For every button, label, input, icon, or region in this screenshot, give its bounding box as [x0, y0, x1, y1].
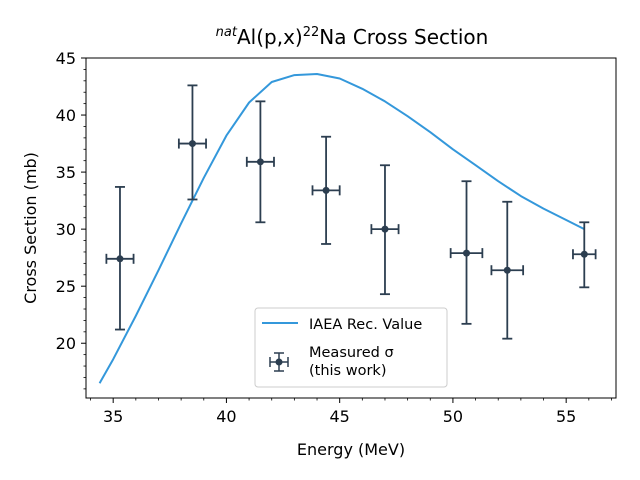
- data-marker: [580, 250, 588, 258]
- x-axis-label: Energy (MeV): [297, 440, 405, 459]
- data-marker: [188, 140, 196, 148]
- data-marker: [116, 255, 124, 263]
- x-tick-label: 45: [329, 407, 349, 426]
- x-tick-label: 55: [556, 407, 576, 426]
- legend-box: [254, 307, 448, 388]
- legend: IAEA Rec. Value Measured σ (this work): [254, 307, 448, 388]
- legend-label-measured: Measured σ (this work): [309, 345, 398, 379]
- measured-point: [105, 186, 135, 331]
- axis-ticks: 35 40 45 50 55 20 25 30 35 40 45: [56, 49, 612, 426]
- measured-point: [572, 221, 597, 289]
- data-marker: [381, 225, 389, 233]
- legend-errorbar-swatch: [269, 352, 289, 372]
- y-tick-label: 20: [56, 334, 76, 353]
- chart-title: natAl(p,x)22Na Cross Section: [216, 25, 489, 49]
- x-tick-label: 40: [216, 407, 236, 426]
- iaea-curve: [98, 73, 585, 384]
- title-superscript: 22: [303, 25, 320, 40]
- x-tick-label: 35: [103, 407, 123, 426]
- measured-point: [449, 180, 484, 325]
- legend-label-measured-line2: (this work): [309, 363, 386, 379]
- y-tick-label: 35: [56, 163, 76, 182]
- data-marker: [256, 158, 264, 166]
- measured-point: [177, 84, 207, 201]
- y-axis-label: Cross Section (mb): [21, 152, 40, 304]
- legend-label-measured-line1: Measured σ: [309, 345, 394, 361]
- measured-point: [370, 164, 400, 296]
- measured-point: [245, 100, 275, 224]
- title-prefix: nat: [216, 25, 238, 40]
- data-marker: [463, 249, 471, 257]
- title-suffix: Na Cross Section: [319, 25, 488, 49]
- y-tick-label: 30: [56, 220, 76, 239]
- measured-point: [311, 135, 341, 245]
- legend-label-iaea: IAEA Rec. Value: [309, 317, 422, 333]
- y-tick-label: 25: [56, 277, 76, 296]
- plot-content: [98, 73, 597, 384]
- data-marker: [503, 266, 511, 274]
- x-tick-label: 50: [443, 407, 463, 426]
- data-marker: [322, 186, 330, 194]
- y-tick-label: 40: [56, 106, 76, 125]
- measured-point: [490, 200, 525, 340]
- axes-frame: [85, 57, 617, 399]
- y-tick-label: 45: [56, 49, 76, 68]
- title-main: Al(p,x): [237, 25, 303, 49]
